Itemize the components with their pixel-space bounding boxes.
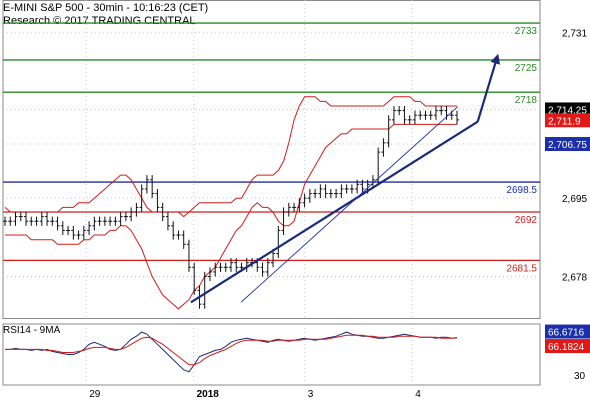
x-tick-label: 29 [89,389,101,400]
main-panel-frame [2,0,541,319]
rsi-title: RSI14 - 9MA [3,325,61,336]
x-tick-label: 2018 [197,389,220,400]
price-box-label: 2,711.9 [548,116,581,127]
channel-line [240,106,459,303]
rsi-value-box [545,324,590,339]
chart-title: E-MINI S&P 500 - 30min - 10:16:23 (CET) [3,2,209,14]
price-tick-label: 2,731 [562,28,587,39]
price-box [545,137,590,152]
trendline [190,120,479,304]
level-label: 2733 [515,26,538,37]
x-tick-label: 3 [308,389,314,400]
level-label: 2681.5 [506,263,537,274]
price-box [545,113,590,128]
bollinger-lower-line [5,123,457,310]
rsi-value-label: 66.6716 [548,328,585,339]
bollinger-upper-line [4,96,457,218]
x-tick-label: 4 [415,389,421,400]
rsi-tick-label: 30 [574,371,586,382]
rsi-panel-frame [2,323,541,386]
level-label: 2725 [515,63,538,74]
level-label: 2718 [515,95,538,106]
rsi-value-label: 66.1824 [548,342,585,353]
rsi-line [5,331,458,373]
projection-arrow [476,53,501,122]
level-label: 2698.5 [506,185,537,196]
price-box [545,102,590,117]
price-box-label: 2,714.25 [548,105,587,116]
price-tick-label: 2,678 [562,273,587,284]
rsi-value-box [545,339,590,354]
copyright-text: Research © 2017 TRADING CENTRAL [3,15,196,27]
price-box-label: 2,706.75 [548,140,587,151]
level-label: 2692 [515,215,538,226]
price-tick-label: 2,695 [562,194,587,205]
rsi-ma-line [5,334,458,366]
